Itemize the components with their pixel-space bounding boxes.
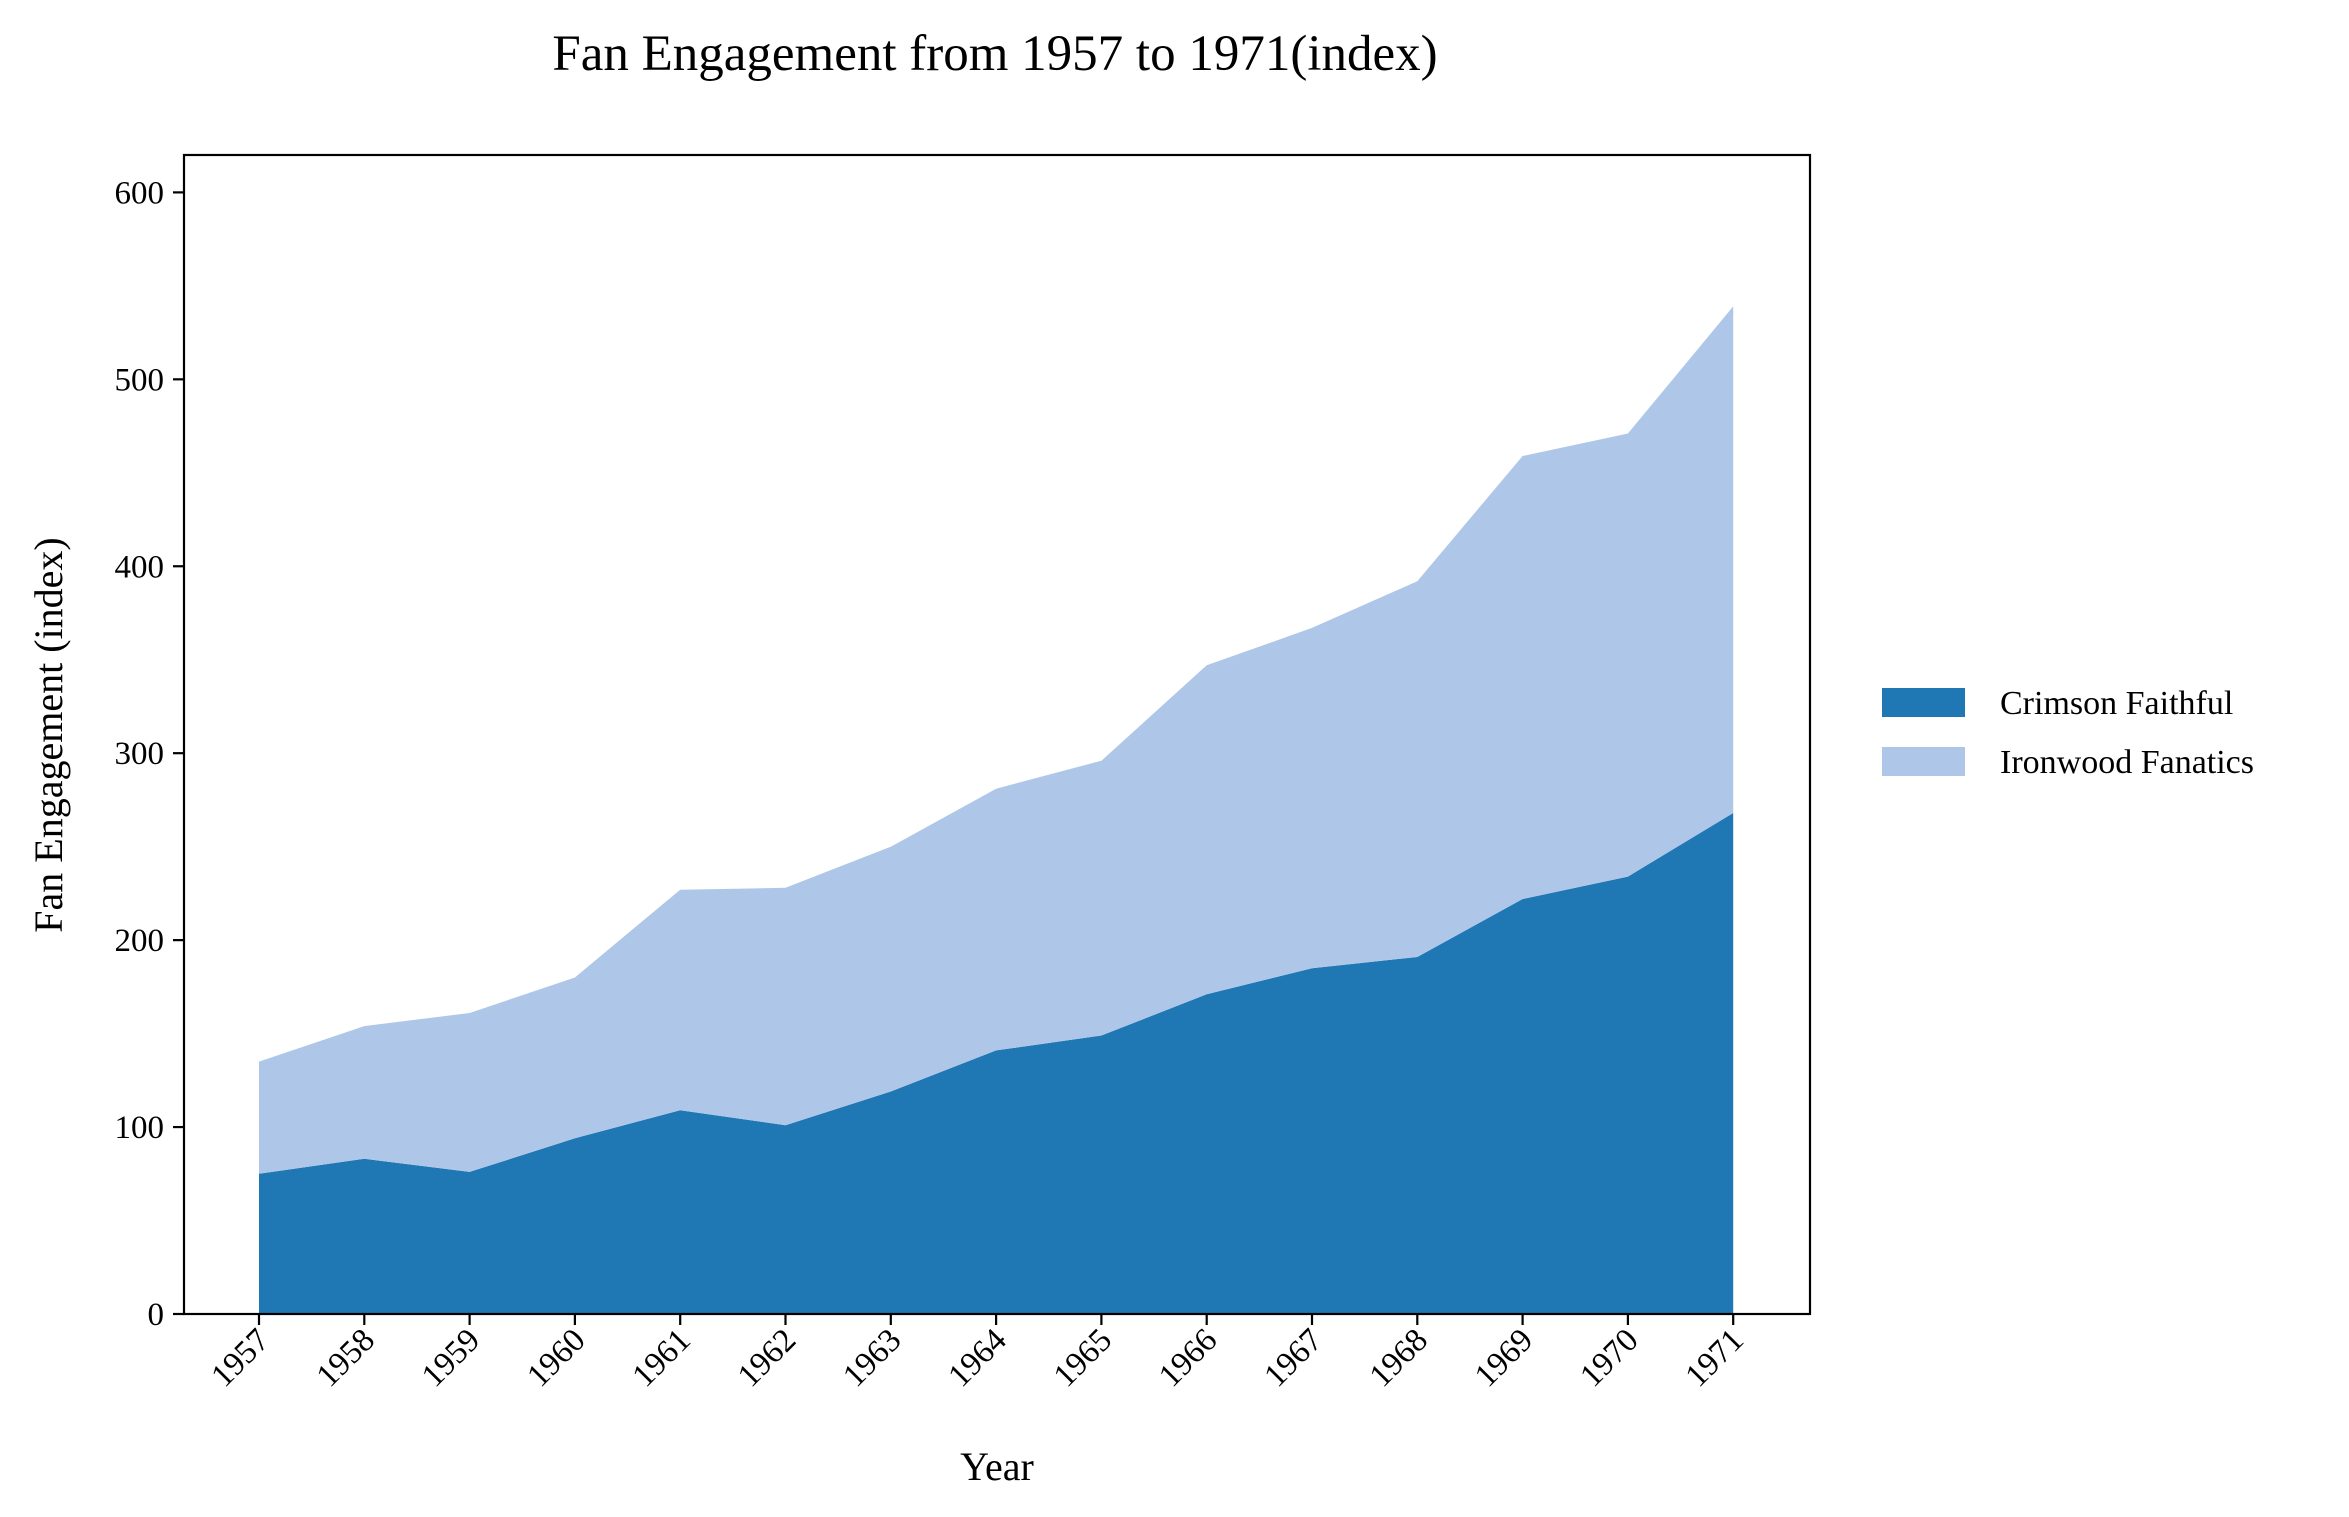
y-tick-label: 400 [115,549,165,585]
y-axis-label: Fan Engagement (index) [26,537,71,932]
x-tick-label: 1965 [1047,1322,1119,1394]
legend-swatch [1882,688,1965,717]
x-tick-label: 1971 [1679,1322,1751,1394]
x-tick-label: 1970 [1573,1322,1645,1394]
y-tick-label: 600 [115,175,165,211]
chart-title: Fan Engagement from 1957 to 1971(index) [552,26,1437,82]
legend-label: Crimson Faithful [2000,685,2233,722]
legend-swatch [1882,747,1965,776]
y-tick-label: 300 [115,736,165,772]
x-axis-ticks: 1957 1958 1959 1960 1961 1962 1963 1964 1965 1966… [205,1314,1751,1394]
x-tick-label: 1964 [942,1322,1014,1394]
x-tick-label: 1958 [310,1322,382,1394]
y-tick-label: 0 [148,1297,165,1333]
legend: Crimson Faithful Ironwood Fanatics [1882,685,2254,781]
x-tick-label: 1960 [520,1322,592,1394]
x-tick-label: 1969 [1468,1322,1540,1394]
x-tick-label: 1963 [836,1322,908,1394]
x-axis-label: Year [960,1444,1034,1489]
area-layer [259,306,1734,1314]
x-tick-label: 1962 [731,1322,803,1394]
y-tick-label: 100 [115,1110,165,1146]
x-tick-label: 1966 [1152,1322,1224,1394]
x-tick-label: 1957 [205,1322,277,1394]
y-tick-label: 200 [115,923,165,959]
x-tick-label: 1967 [1258,1322,1330,1394]
y-tick-label: 500 [115,362,165,398]
x-tick-label: 1959 [415,1322,487,1394]
x-tick-label: 1961 [626,1322,698,1394]
area-series-2 [259,306,1734,1174]
y-axis-ticks: 0 100 200 300 400 500 600 [115,175,184,1333]
legend-label: Ironwood Fanatics [2000,744,2254,781]
area-series-1 [259,813,1734,1314]
x-tick-label: 1968 [1363,1322,1435,1394]
